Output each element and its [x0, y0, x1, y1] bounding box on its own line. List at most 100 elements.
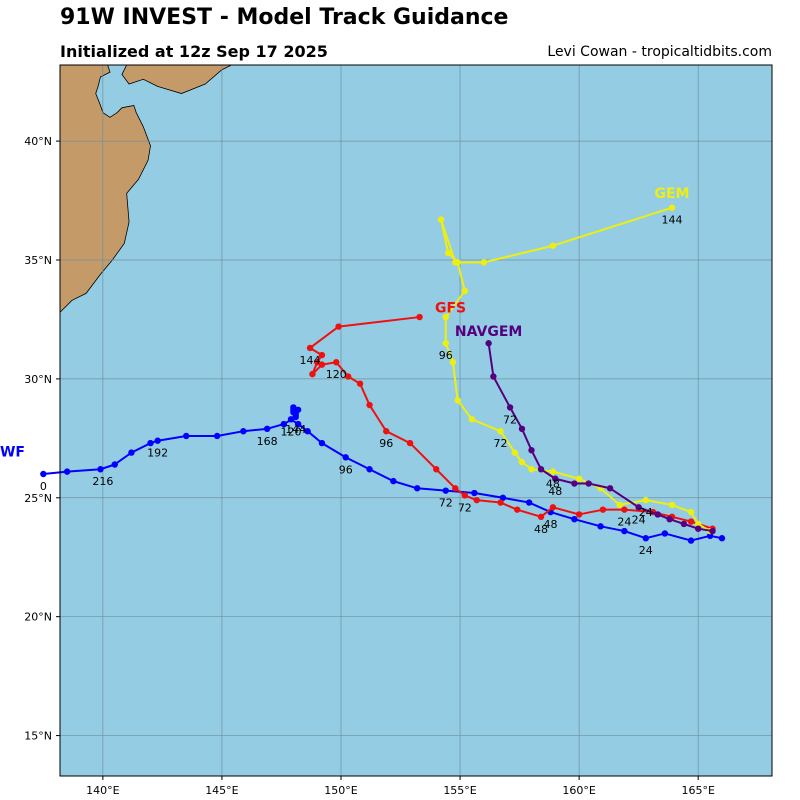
gfs-track-point [549, 504, 557, 511]
gfs-track-point [406, 439, 414, 447]
ecmwf-track-point [240, 428, 247, 435]
gfs-track-point [473, 496, 480, 504]
gfs-track-point [537, 513, 545, 521]
gem-track-point [668, 501, 676, 509]
gfs-track-point [333, 359, 340, 366]
gfs-hour-label: 120 [326, 368, 347, 381]
navgem-track-point [518, 425, 526, 433]
ecmwf-track-point [471, 489, 478, 497]
credit-text: Levi Cowan - tropicaltidbits.com [547, 44, 772, 60]
axis-ticks: 140°E 145°E 150°E 155°E 160°E 165°E 15°N 20°N 25… [24, 135, 715, 797]
gem-hour-label: 48 [546, 478, 560, 491]
gfs-hour-label: 48 [534, 523, 548, 536]
gfs-hour-label: 96 [379, 437, 393, 450]
gfs-track-point [366, 401, 373, 409]
plot-frame [59, 64, 773, 777]
gem-track-point [452, 259, 459, 266]
ecmwf-track-point [304, 428, 311, 435]
gfs-track-point [575, 511, 583, 518]
ecmwf-hour-label: 120 [280, 425, 301, 438]
ecmwf-track-point [287, 416, 295, 423]
ecmwf-track-point [213, 432, 221, 440]
y-tick-label: 40°N [24, 135, 52, 148]
gfs-track-point [514, 506, 521, 513]
japan-landmass [60, 65, 151, 313]
ecmwf-track-point [292, 413, 299, 421]
ecmwf-track-point [342, 454, 349, 461]
gfs-track-point [344, 373, 352, 380]
y-tick-label: 15°N [24, 730, 52, 743]
ecmwf-hour-label: 168 [257, 435, 278, 448]
ecmwf-hour-label: 144 [285, 423, 306, 436]
navgem-track-point [709, 527, 716, 535]
ecmwf-track-point [128, 449, 135, 456]
gfs-track-line [309, 316, 713, 530]
ecmwf-track-point [597, 523, 604, 530]
ecmwf-track-point [318, 439, 326, 447]
gem-track-point [480, 259, 488, 266]
gem-track-point [444, 249, 452, 257]
page-title: 91W INVEST - Model Track Guidance [60, 5, 509, 30]
gfs-track-point [318, 361, 326, 368]
navgem-track-point [585, 480, 592, 487]
navgem-track-point [666, 515, 673, 523]
gfs-track-point [599, 506, 607, 513]
ecmwf-track-point [366, 466, 373, 473]
x-tick-label: 165°E [681, 784, 714, 797]
ecmwf-track-point [442, 487, 449, 494]
navgem-track-point [552, 475, 559, 482]
x-tick-label: 140°E [86, 784, 119, 797]
ecmwf-track-point [525, 499, 533, 506]
gem-track-point [442, 313, 449, 321]
ecmwf-track-point [97, 466, 104, 473]
gfs-hour-label: 72 [458, 501, 472, 514]
gfs-hour-label: 24 [617, 516, 631, 529]
y-tick-label: 25°N [24, 492, 52, 505]
gfs-series-label: GFS [435, 300, 466, 316]
navgem-hour-label: 48 [548, 485, 562, 498]
gfs-track-point [452, 485, 459, 492]
ecmwf-hour-label: 192 [147, 447, 168, 460]
ecmwf-hour-label: 24 [639, 544, 653, 557]
ocean-background [60, 65, 772, 776]
ecmwf-track-point [571, 515, 578, 523]
gem-track-point [642, 496, 649, 504]
gem-track-point [518, 458, 526, 466]
ecmwf-track-point [661, 530, 669, 537]
ecmwf-track-point [294, 406, 302, 413]
gem-track-point [461, 287, 469, 295]
navgem-track-point [606, 485, 614, 492]
gfs-track-point [313, 359, 321, 366]
grid-layer [60, 65, 772, 776]
ecmwf-track-point [263, 425, 271, 433]
ecmwf-hour-label: 216 [92, 475, 113, 488]
gfs-track-point [356, 380, 364, 387]
labels-layer: 244872961201441681922160WF24487296120144… [0, 186, 689, 557]
gfs-track-point [433, 466, 440, 473]
gem-track-point [549, 468, 557, 475]
y-tick-label: 35°N [24, 254, 52, 267]
gfs-track-point [461, 492, 469, 499]
gem-track-point [454, 397, 461, 404]
ecmwf-track-point [499, 494, 507, 501]
navgem-track-point [635, 504, 642, 511]
ecmwf-series-label: WF [0, 445, 25, 461]
ecmwf-hour-label: 96 [339, 463, 353, 476]
gem-track-line [440, 206, 711, 532]
ecmwf-track-point [290, 404, 297, 411]
init-time-subtitle: Initialized at 12z Sep 17 2025 [60, 42, 328, 61]
ecmwf-track-point [390, 477, 397, 485]
gfs-track-point [416, 313, 423, 321]
gem-track-point [616, 501, 623, 509]
gem-track-point [497, 428, 504, 435]
gem-track-point [549, 242, 557, 249]
gfs-track-point [383, 428, 390, 435]
gem-hour-label: 144 [661, 214, 682, 227]
x-tick-label: 150°E [324, 784, 357, 797]
gfs-track-point [306, 344, 314, 352]
gem-hour-label: 96 [439, 349, 453, 362]
ecmwf-track-point [687, 537, 695, 544]
gem-hour-label: 72 [494, 437, 508, 450]
gfs-track-point [309, 370, 316, 378]
navgem-track-point [680, 520, 688, 528]
